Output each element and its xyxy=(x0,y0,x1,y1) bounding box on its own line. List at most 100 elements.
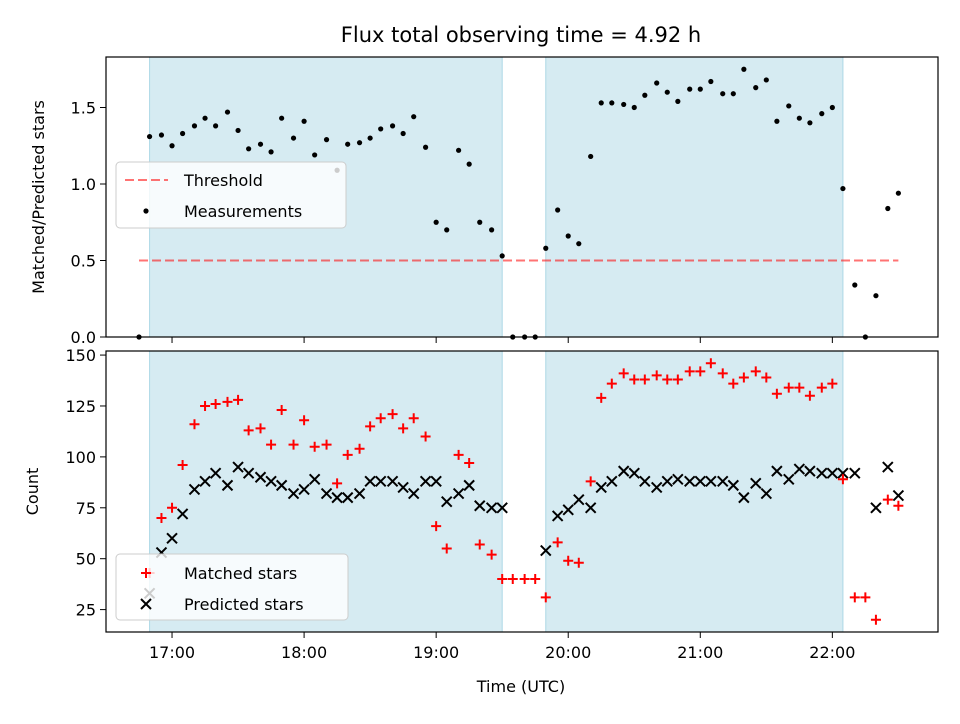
matched-star-point xyxy=(728,378,739,389)
measurement-point xyxy=(466,161,472,167)
predicted-star-point xyxy=(308,473,321,485)
matched-star-point xyxy=(288,439,299,450)
measurement-point xyxy=(312,152,318,158)
measurement-point xyxy=(433,219,439,225)
predicted-star-point xyxy=(496,502,508,514)
measurement-point xyxy=(697,86,703,92)
predicted-star-point xyxy=(628,467,640,479)
predicted-star-point xyxy=(584,502,597,514)
predicted-star-point xyxy=(463,479,475,492)
predicted-star-point xyxy=(738,491,750,504)
x-tick-label: 18:00 xyxy=(281,643,327,662)
predicted-star-point xyxy=(684,475,696,488)
matched-star-point xyxy=(816,382,827,393)
y-tick-label: 50 xyxy=(76,550,96,569)
predicted-star-point xyxy=(188,483,201,496)
measurement-point xyxy=(895,190,901,196)
predicted-star-point xyxy=(551,510,564,522)
predicted-star-point xyxy=(793,463,806,475)
measurement-point xyxy=(565,233,571,239)
predicted-star-point xyxy=(166,532,178,545)
measurement-point xyxy=(807,120,813,126)
measurement-point xyxy=(753,85,759,91)
predicted-star-point xyxy=(374,475,387,488)
matched-star-point xyxy=(530,574,541,585)
matched-star-point xyxy=(882,494,893,505)
predicted-star-point xyxy=(176,508,189,520)
measurement-point xyxy=(191,123,198,129)
measurement-point xyxy=(576,241,582,247)
predicted-star-point xyxy=(816,467,828,479)
predicted-star-point xyxy=(331,491,343,504)
measurement-point xyxy=(489,227,495,233)
matched-star-point xyxy=(332,478,343,489)
predicted-star-point xyxy=(606,475,618,488)
matched-star-point xyxy=(717,368,728,379)
measurement-point xyxy=(246,146,252,152)
matched-star-point xyxy=(200,400,211,411)
matched-star-point xyxy=(849,592,860,603)
y-tick-label: 125 xyxy=(65,397,96,416)
predicted-star-point xyxy=(783,473,795,485)
matched-star-point xyxy=(177,460,188,471)
matched-star-point xyxy=(684,366,695,377)
legend-matched-label: Matched stars xyxy=(184,564,297,583)
x-tick-label: 20:00 xyxy=(545,643,591,662)
matched-star-point xyxy=(464,457,475,468)
measurement-point xyxy=(389,123,396,129)
matched-star-point xyxy=(639,374,650,385)
matched-star-point xyxy=(375,413,386,424)
y-axis-label: Matched/Predicted stars xyxy=(29,100,48,294)
predicted-star-point xyxy=(573,493,585,506)
predicted-star-point xyxy=(639,475,651,488)
predicted-star-point xyxy=(419,475,432,488)
legend-matched-swatch xyxy=(141,568,151,578)
count-panel: 25 50 75 100 125 150 17:00 18:00 19:00 20:00 21:00… xyxy=(23,346,939,696)
matched-star-point xyxy=(563,555,574,566)
matched-star-point xyxy=(299,415,310,426)
y-axis-label: Count xyxy=(23,468,42,516)
y-tick-label: 1.0 xyxy=(71,175,96,194)
axes-frame xyxy=(105,56,939,338)
matched-star-point xyxy=(474,539,485,550)
measurement-point xyxy=(621,101,627,108)
measurement-point xyxy=(378,126,384,132)
ratio-panel: 0.0 0.5 1.0 1.5 Matched/Predicted stars Thres… xyxy=(29,56,939,347)
legend-threshold-label: Threshold xyxy=(183,171,263,190)
matched-star-point xyxy=(672,374,683,385)
predicted-star-point xyxy=(209,467,222,479)
predicted-star-point xyxy=(474,500,486,512)
predicted-star-point xyxy=(760,487,773,500)
measurement-point xyxy=(279,115,285,121)
y-tick-label: 25 xyxy=(76,601,96,620)
predicted-star-point xyxy=(694,475,706,488)
matched-star-point xyxy=(255,423,266,434)
matched-star-point xyxy=(441,543,452,554)
legend-measurements-swatch xyxy=(143,208,149,214)
measurement-point xyxy=(796,115,802,121)
shaded-interval xyxy=(545,56,844,338)
figure-title: Flux total observing time = 4.92 h xyxy=(341,23,701,47)
measurement-point xyxy=(356,140,363,146)
measurement-point xyxy=(543,245,549,251)
legend-predicted-label: Predicted stars xyxy=(184,595,304,614)
predicted-star-point xyxy=(265,475,277,488)
x-tick-label: 22:00 xyxy=(809,643,855,662)
predicted-star-point xyxy=(232,461,244,473)
predicted-star-point xyxy=(892,489,905,502)
matched-star-point xyxy=(398,423,409,434)
matched-star-point xyxy=(870,614,881,625)
measurement-point xyxy=(268,149,274,155)
matched-star-point xyxy=(596,392,607,403)
measurement-point xyxy=(885,205,891,212)
predicted-star-point xyxy=(287,487,300,500)
matched-star-point xyxy=(233,394,244,405)
legend-box xyxy=(115,553,349,621)
measurement-point xyxy=(664,89,670,95)
predicted-star-point xyxy=(341,491,354,504)
measurement-point xyxy=(555,207,561,213)
measurement-point xyxy=(158,132,165,138)
measurement-point xyxy=(687,86,693,92)
measurement-point xyxy=(598,100,604,106)
predicted-star-point xyxy=(750,477,762,490)
